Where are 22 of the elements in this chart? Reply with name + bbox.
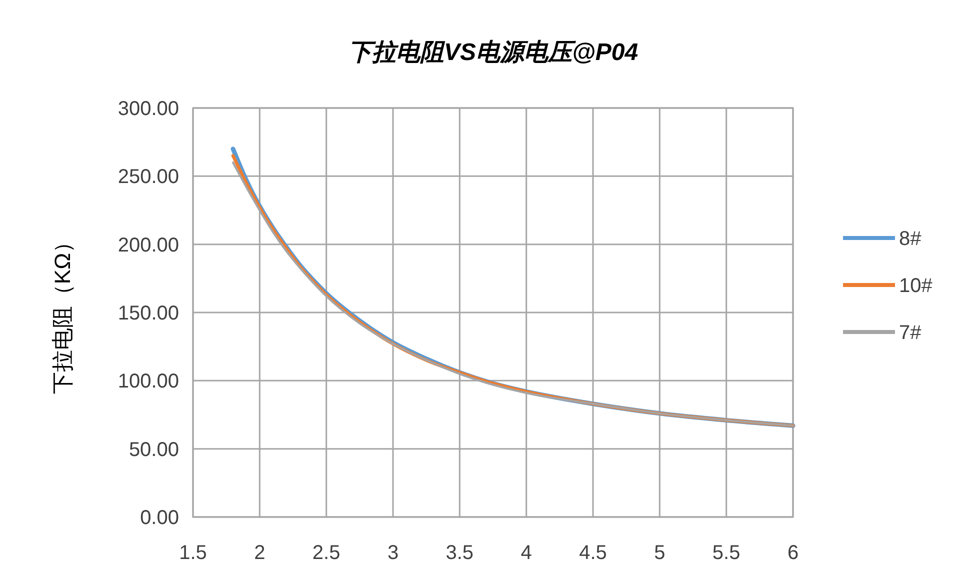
y-tick-label: 200.00: [118, 234, 179, 256]
x-tick-label: 2: [254, 542, 266, 564]
legend-label: 8#: [899, 228, 922, 250]
y-tick-label: 300.00: [118, 98, 179, 120]
y-tick-label: 250.00: [118, 166, 179, 188]
x-tick-label: 3.5: [446, 542, 474, 564]
y-tick-label: 100.00: [118, 370, 179, 393]
x-tick-label: 1.5: [179, 542, 207, 564]
x-tick-label: 5: [654, 542, 666, 564]
y-tick-label: 50.00: [128, 438, 179, 461]
x-tick-label: 2.5: [312, 542, 340, 564]
x-tick-label: 4.5: [579, 542, 607, 564]
y-tick-label: 150.00: [118, 302, 179, 324]
x-tick-label: 6: [787, 542, 799, 564]
x-tick-label: 3: [387, 542, 399, 564]
y-axis-title: 下拉电阻（KΩ）: [50, 230, 75, 394]
x-tick-label: 4: [520, 542, 532, 564]
legend-label: 7#: [899, 322, 922, 344]
x-tick-label: 5.5: [712, 542, 740, 564]
legend-label: 10#: [899, 275, 934, 297]
chart-title: 下拉电阻VS电源电压@P04: [348, 39, 638, 66]
y-tick-label: 0.00: [140, 507, 179, 529]
